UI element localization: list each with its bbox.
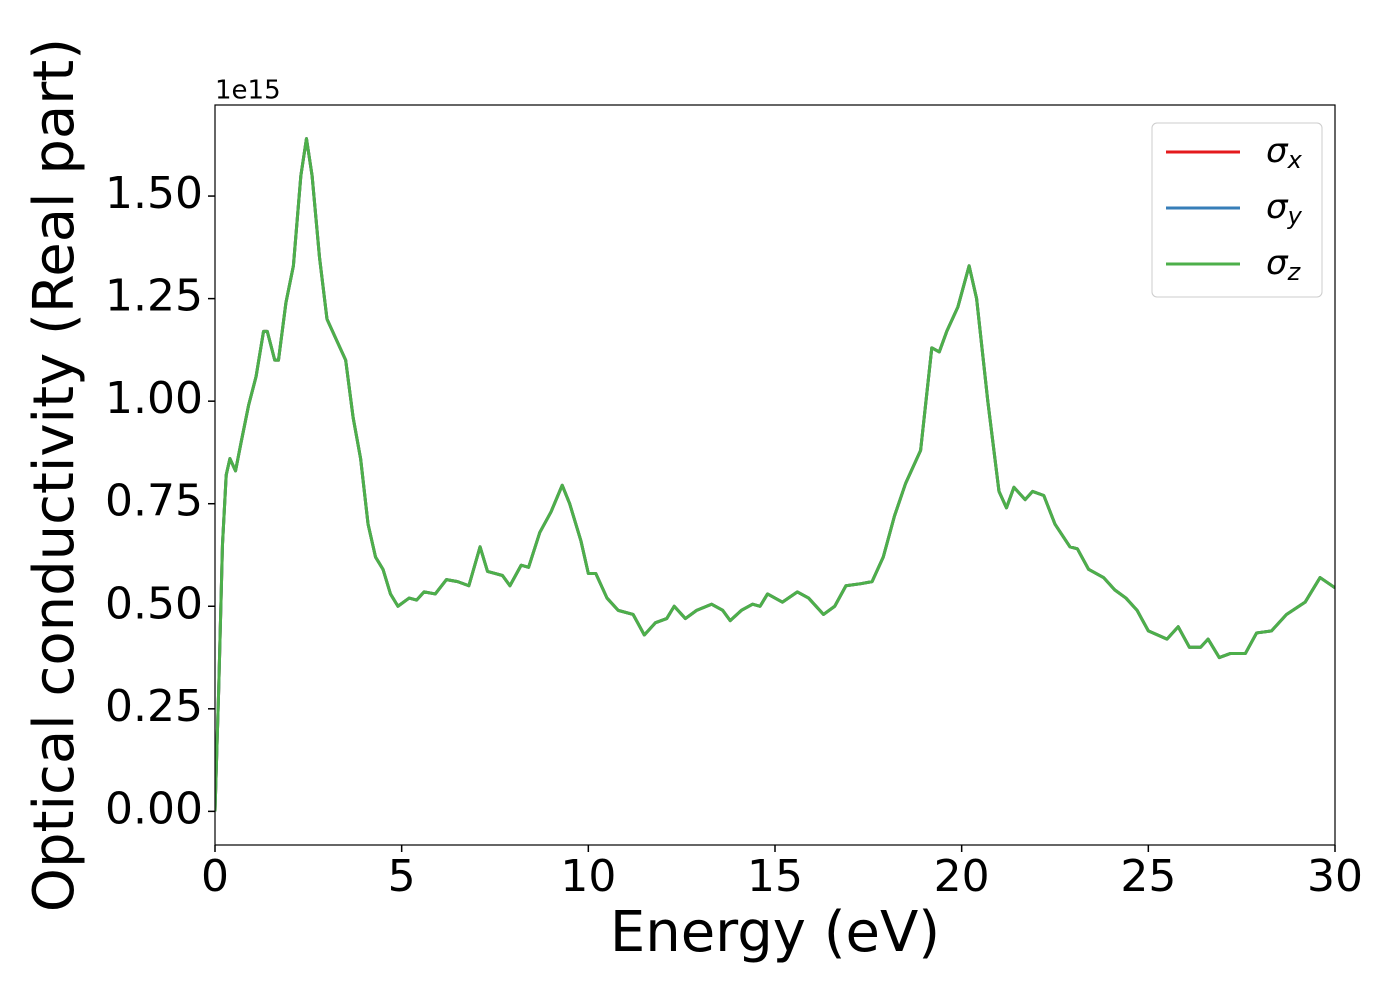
x-tick-label: 20 bbox=[934, 851, 990, 902]
y-tick-label: 0.50 bbox=[105, 578, 203, 629]
y-tick-label: 0.00 bbox=[105, 783, 203, 834]
x-tick-label: 25 bbox=[1120, 851, 1176, 902]
x-axis-label: Energy (eV) bbox=[610, 900, 940, 965]
y-axis-label: Optical conductivity (Real part) bbox=[22, 38, 87, 912]
x-tick-label: 5 bbox=[388, 851, 416, 902]
legend-label: σy bbox=[1266, 187, 1303, 231]
legend-label: σz bbox=[1266, 243, 1302, 287]
y-tick-label: 1.00 bbox=[105, 373, 203, 424]
legend-box bbox=[1151, 122, 1323, 298]
x-tick-label: 0 bbox=[201, 851, 229, 902]
plot-frame bbox=[214, 104, 1336, 846]
y-tick-label: 0.25 bbox=[105, 681, 203, 732]
x-tick-label: 15 bbox=[747, 851, 803, 902]
legend-label: σx bbox=[1266, 131, 1303, 175]
y-tick-label: 1.25 bbox=[105, 271, 203, 322]
y-tick-label: 0.75 bbox=[105, 476, 203, 527]
y-offset-label: 1e15 bbox=[215, 76, 281, 106]
y-tick-label: 1.50 bbox=[105, 168, 203, 219]
x-tick-label: 10 bbox=[560, 851, 616, 902]
series-line bbox=[215, 137, 1335, 812]
x-tick-label: 30 bbox=[1307, 851, 1363, 902]
